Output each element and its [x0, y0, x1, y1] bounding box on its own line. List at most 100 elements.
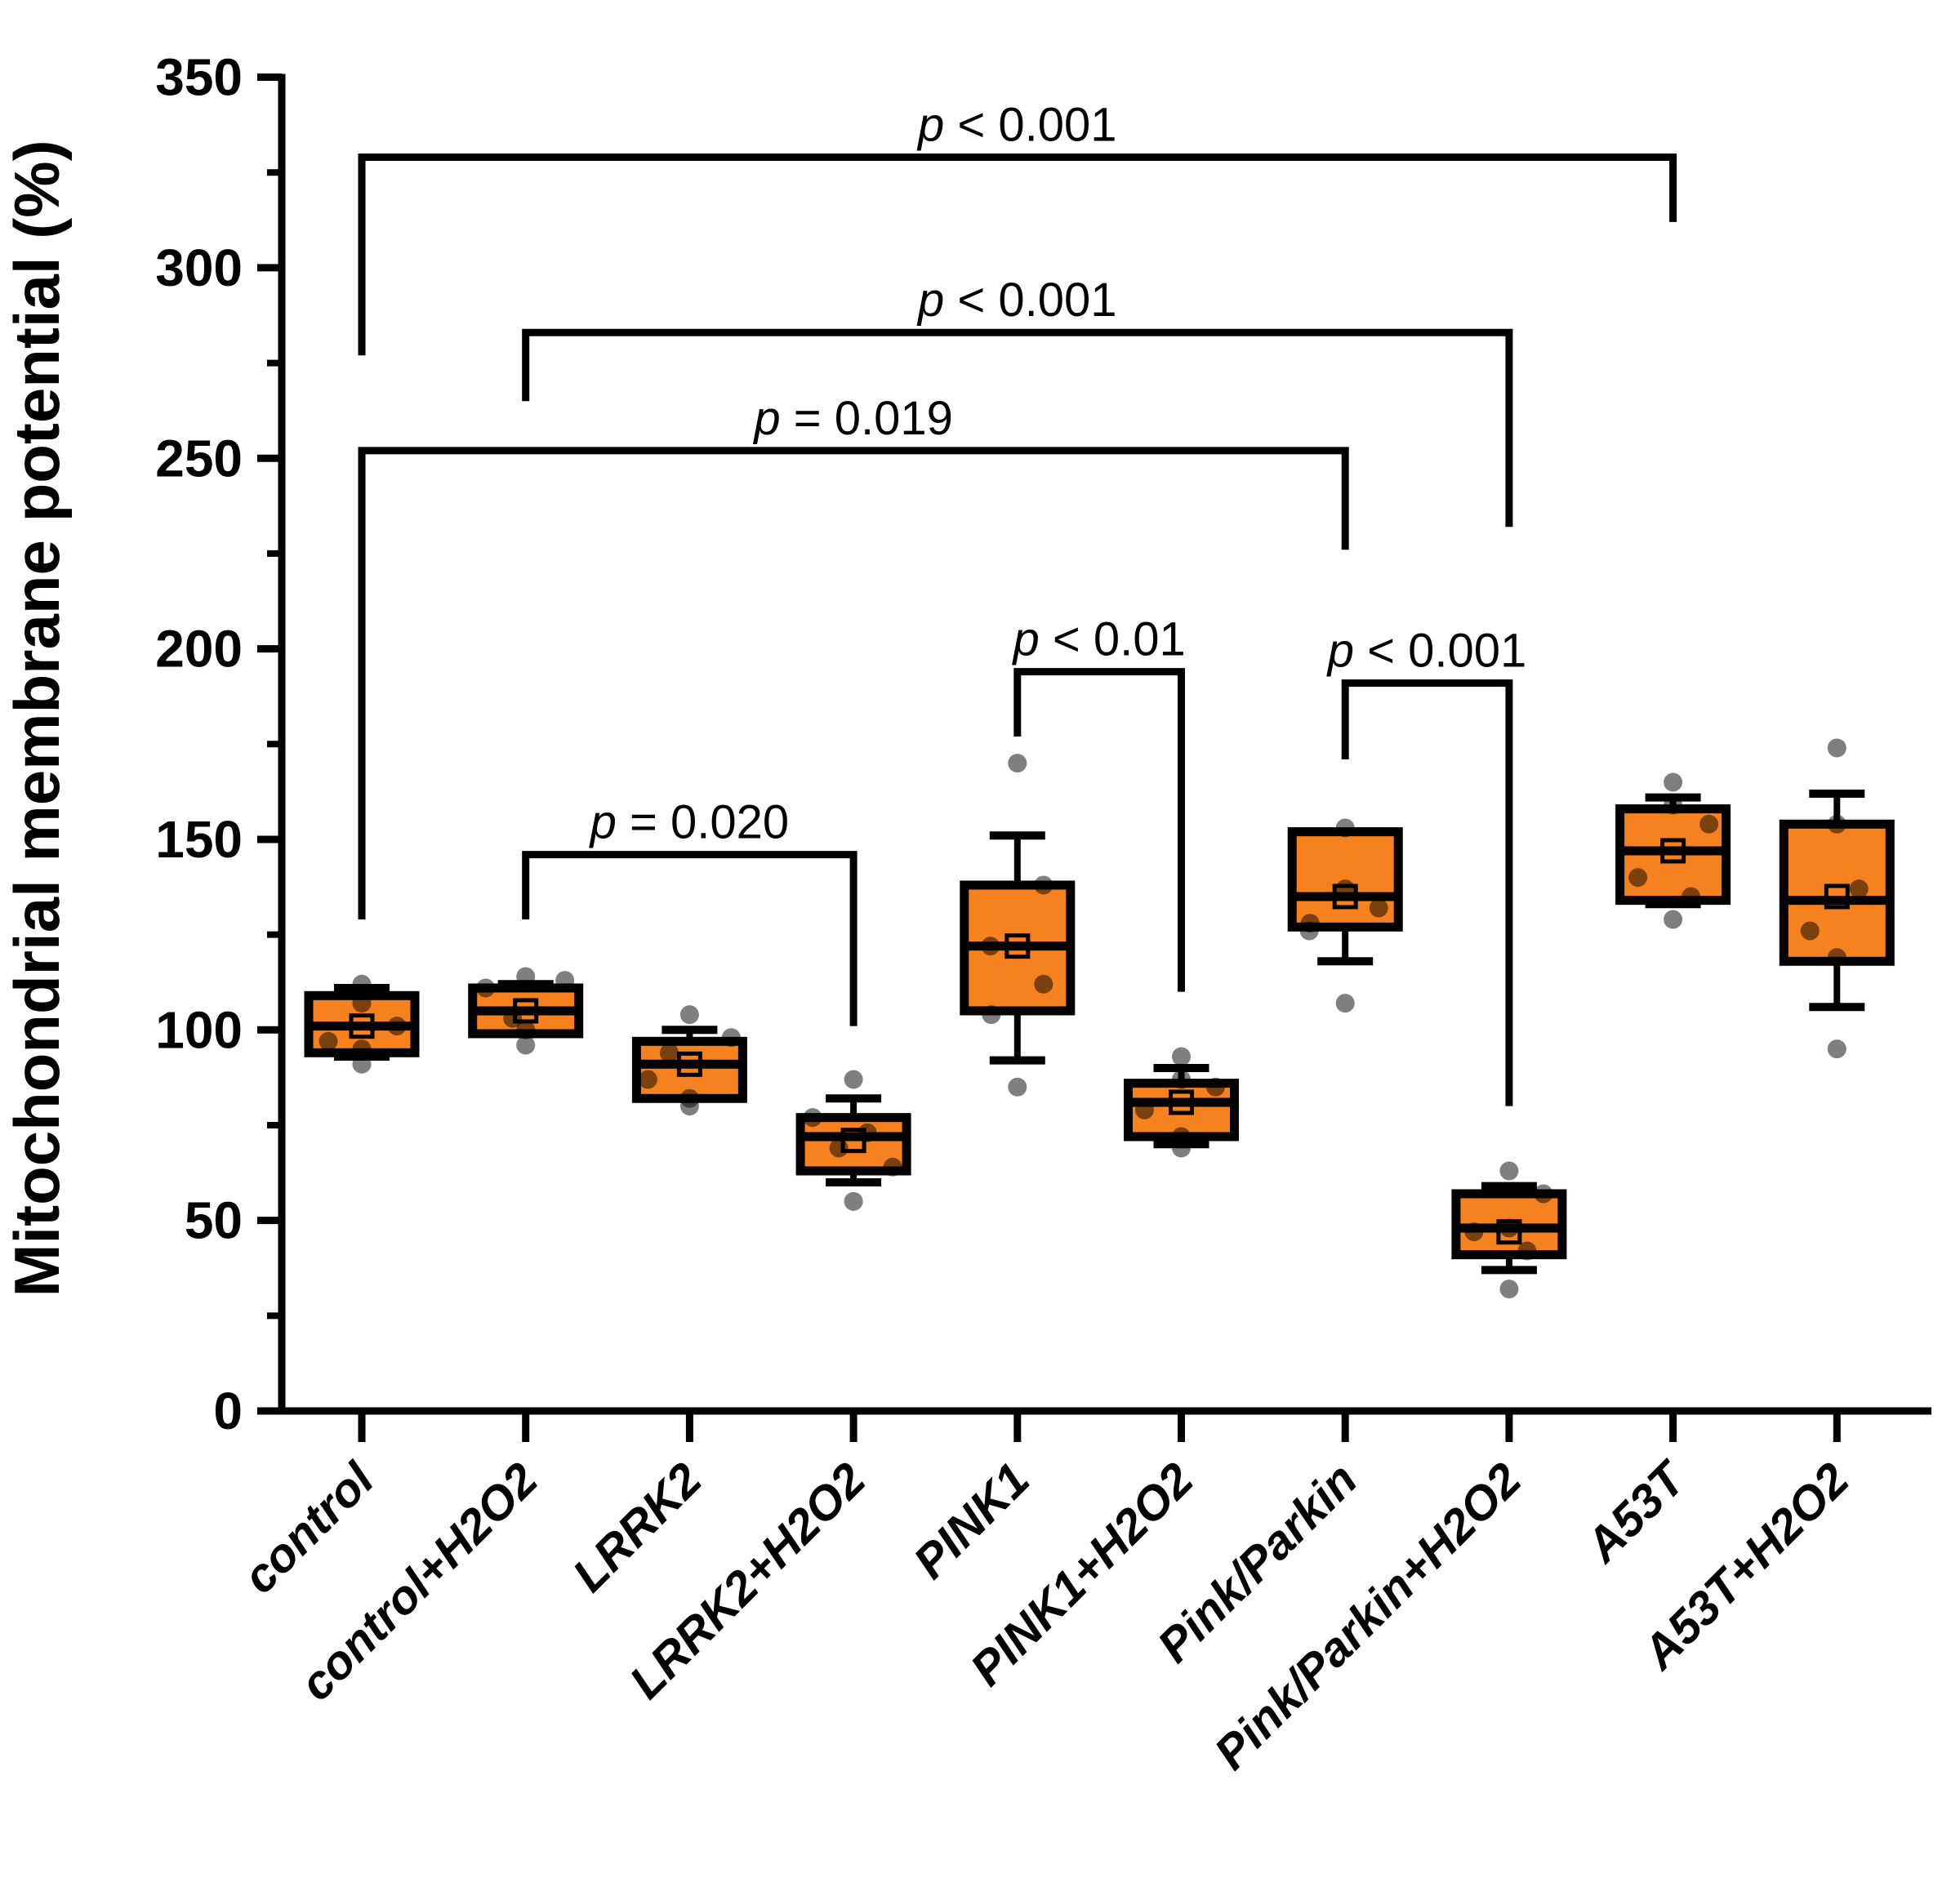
data-point [1172, 1138, 1191, 1158]
significance-label: p < 0.001 [916, 274, 1117, 327]
x-tick-label-9: A53T [1575, 1450, 1698, 1573]
y-tick-label: 0 [213, 1382, 243, 1440]
y-tick-label: 100 [155, 1000, 243, 1059]
data-point [1827, 948, 1846, 968]
significance-label: p = 0.019 [752, 392, 953, 445]
data-point [1827, 814, 1846, 834]
data-point [1172, 1047, 1191, 1066]
data-point [516, 1035, 536, 1055]
y-axis-title: Mitochondrial membrane potential (%) [1, 140, 73, 1297]
mean-marker [349, 1013, 375, 1039]
y-tick-label: 250 [155, 429, 243, 487]
significance-label: p < 0.01 [1012, 613, 1186, 666]
significance-bracket: p < 0.001 [1326, 625, 1527, 1106]
bracket-line [1341, 679, 1513, 1106]
significance-bracket: p < 0.001 [522, 274, 1513, 527]
data-point [1628, 868, 1648, 888]
mean-marker [1004, 933, 1031, 959]
bracket-line [358, 447, 1349, 919]
data-point [352, 994, 372, 1013]
data-point [1664, 795, 1683, 815]
data-point [1800, 921, 1820, 941]
data-point [1206, 1077, 1225, 1097]
y-tick-label: 200 [155, 620, 243, 679]
box-group-A53T+H2O2 [1779, 738, 1895, 1059]
box-group-PINK1 [960, 754, 1076, 1097]
data-point [1172, 1070, 1191, 1089]
data-point [1499, 1218, 1519, 1238]
data-point [1034, 974, 1054, 994]
data-point [721, 1028, 741, 1048]
data-point [352, 1039, 372, 1059]
data-point [1849, 879, 1869, 899]
y-tick-label: 350 [155, 48, 243, 107]
y-tick-label: 50 [185, 1191, 243, 1250]
data-point [844, 1191, 863, 1211]
bracket-line [1013, 668, 1185, 992]
data-point [1517, 1241, 1537, 1261]
data-point [476, 978, 496, 998]
significance-label: p < 0.001 [1326, 625, 1527, 678]
mean-marker [840, 1128, 866, 1154]
data-point [1008, 754, 1027, 773]
box-group-Pink/Parkin [1287, 818, 1403, 1013]
data-point [352, 974, 372, 994]
significance-bracket: p < 0.01 [1012, 613, 1186, 992]
data-point [982, 1005, 1001, 1025]
box-LRRK2+H2O2 [795, 1113, 911, 1176]
bracket-line [358, 154, 1677, 356]
data-point [679, 1005, 699, 1025]
data-point [1299, 921, 1319, 941]
data-point [1335, 994, 1355, 1013]
mean-marker [1660, 838, 1686, 864]
mean-marker [513, 998, 539, 1024]
data-point [1664, 772, 1683, 792]
significance-bracket: p = 0.020 [522, 796, 858, 1026]
data-point [883, 1157, 902, 1177]
x-tick-label-8: Pink/Parkin+H2O2 [1205, 1453, 1531, 1779]
data-point [803, 1108, 822, 1128]
data-point [1135, 1100, 1154, 1119]
data-point [638, 1070, 657, 1089]
data-point [1827, 738, 1846, 758]
data-point [1034, 875, 1054, 895]
data-point [516, 1020, 536, 1039]
data-point [981, 937, 1000, 956]
data-point [1464, 1222, 1484, 1242]
data-point [1335, 818, 1355, 838]
data-point [1499, 1280, 1519, 1299]
data-point [318, 1031, 338, 1051]
mean-marker [1496, 1219, 1522, 1245]
data-point [1008, 1077, 1027, 1097]
mean-marker [1332, 883, 1358, 910]
data-point [659, 1043, 679, 1062]
box-group-Pink/Parkin+H2O2 [1451, 1161, 1567, 1299]
data-point [387, 1017, 407, 1036]
data-point [1699, 814, 1719, 834]
data-point [1335, 879, 1355, 899]
box-group-PINK1+H2O2 [1124, 1047, 1239, 1158]
box-group-A53T [1615, 772, 1731, 929]
x-tick-label-1: control [233, 1452, 385, 1604]
mean-marker [1169, 1089, 1194, 1115]
y-tick-label: 300 [155, 238, 243, 297]
data-point [844, 1070, 863, 1089]
box-A53T+H2O2 [1779, 819, 1895, 966]
significance-bracket: p = 0.019 [358, 392, 1349, 919]
data-point [1827, 1039, 1846, 1059]
data-point [1369, 898, 1388, 918]
data-point [516, 967, 536, 986]
data-point [1682, 887, 1701, 906]
significance-label: p = 0.020 [589, 796, 790, 849]
significance-label: p < 0.001 [916, 99, 1117, 152]
box-group-LRRK2 [631, 1005, 747, 1116]
y-tick-label: 150 [155, 810, 243, 869]
data-point [1499, 1161, 1519, 1181]
data-point [858, 1123, 877, 1142]
box-group-LRRK2+H2O2 [795, 1070, 911, 1211]
x-tick-label-3: LRRK2 [563, 1453, 712, 1602]
data-point [679, 1097, 699, 1116]
mean-marker [676, 1051, 702, 1077]
